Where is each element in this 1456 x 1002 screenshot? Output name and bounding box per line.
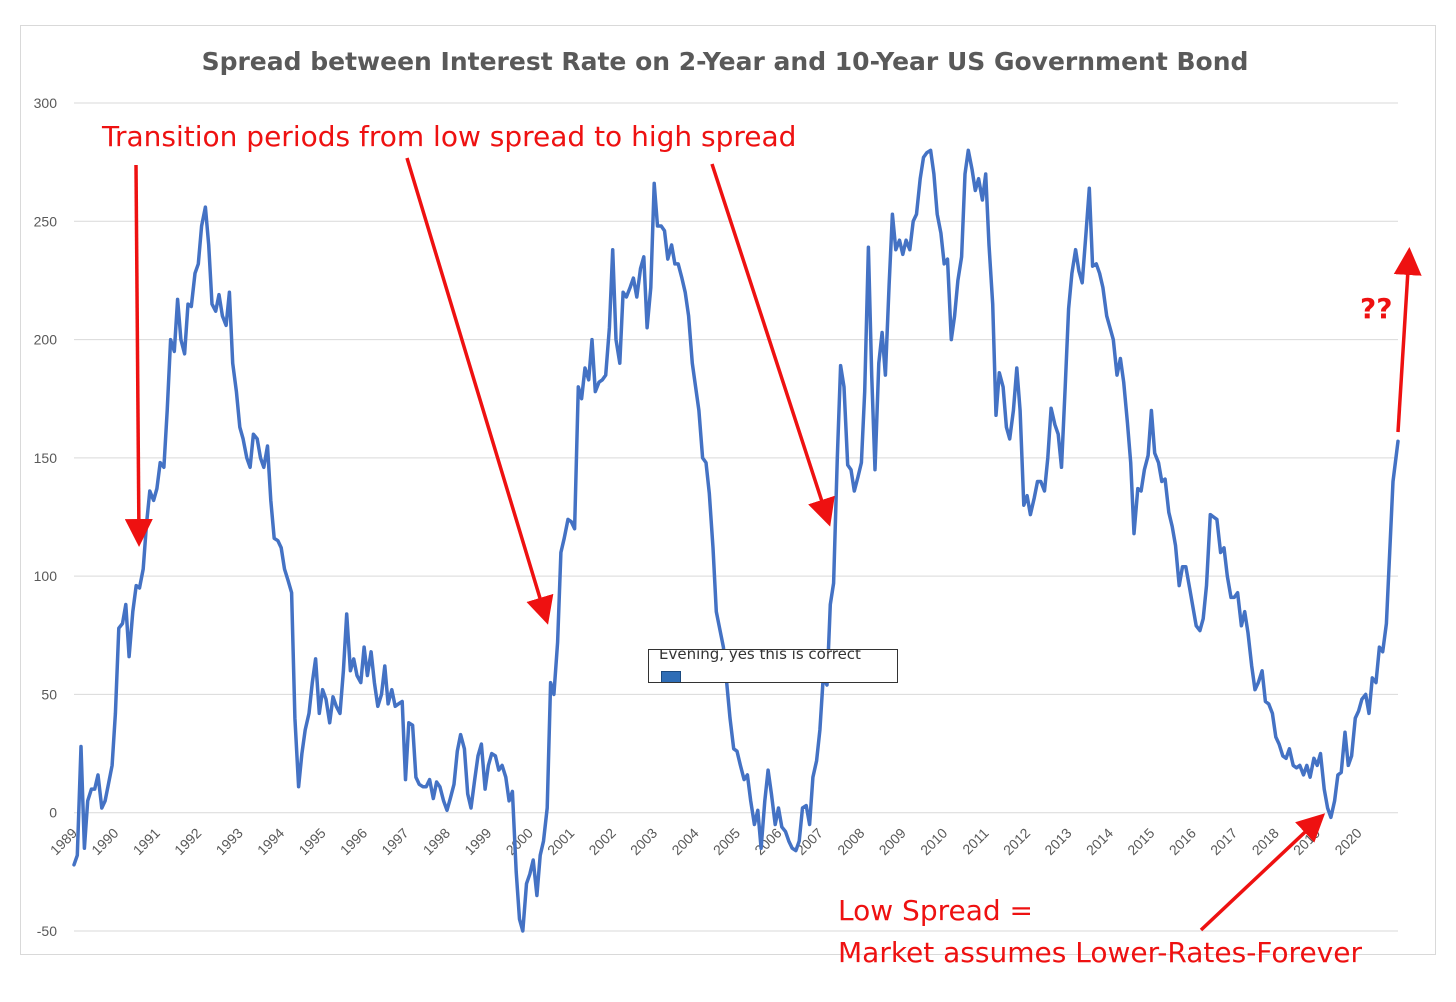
x-tick-label: 1991 <box>130 825 163 858</box>
arrow-2020 <box>1393 247 1422 433</box>
x-tick-label: 1999 <box>461 825 494 858</box>
y-tick-label: 0 <box>49 805 57 821</box>
x-tick-label: 2005 <box>710 825 743 858</box>
x-tick-label: 1996 <box>337 825 370 858</box>
x-tick-label: 2012 <box>1000 825 1033 858</box>
x-tick-label: 1997 <box>378 825 411 858</box>
x-tick-label: 2020 <box>1331 825 1364 858</box>
annotation-low-spread-line2: Market assumes Lower-Rates-Forever <box>838 936 1362 969</box>
tooltip-color-swatch-icon <box>661 671 681 682</box>
x-axis-ticks: 1989 1990 1991 1992 1993 1994 1995 1996 1997 1998… <box>47 825 1365 858</box>
y-tick-label: -50 <box>37 923 57 939</box>
x-tick-label: 2000 <box>503 825 536 858</box>
y-tick-label: 200 <box>34 332 58 348</box>
x-tick-label: 1989 <box>47 825 80 858</box>
y-tick-label: 50 <box>41 686 57 702</box>
series-line <box>72 148 1400 933</box>
arrow-2007 <box>710 163 835 527</box>
annotation-question: ?? <box>1360 292 1392 325</box>
arrow-2019 <box>1199 813 1326 932</box>
x-tick-label: 2006 <box>751 825 784 858</box>
x-tick-label: 2001 <box>544 825 577 858</box>
x-tick-label: 1994 <box>254 825 287 858</box>
tooltip-popup: Evening, yes this is correct <box>648 649 898 683</box>
x-tick-label: 2018 <box>1249 825 1282 858</box>
tooltip-text: Evening, yes this is correct <box>659 649 861 663</box>
x-tick-label: 2013 <box>1041 825 1074 858</box>
x-tick-label: 2003 <box>627 825 660 858</box>
y-tick-label: 150 <box>34 450 58 466</box>
x-tick-label: 2017 <box>1207 825 1240 858</box>
y-tick-label: 250 <box>34 213 58 229</box>
x-tick-label: 2010 <box>917 825 950 858</box>
x-tick-label: 1992 <box>171 825 204 858</box>
y-tick-label: 300 <box>34 95 58 111</box>
arrow-1990 <box>124 164 153 547</box>
chart-title: Spread between Interest Rate on 2-Year a… <box>202 47 1249 76</box>
x-tick-label: 1990 <box>88 825 121 858</box>
annotation-transition: Transition periods from low spread to hi… <box>101 120 796 153</box>
y-tick-label: 100 <box>34 568 58 584</box>
x-tick-label: 2004 <box>668 825 701 858</box>
x-tick-label: 2008 <box>834 825 867 858</box>
y-axis-ticks: 300 250 200 150 100 50 0 -50 <box>34 95 58 939</box>
arrow-2000 <box>405 157 554 625</box>
annotation-low-spread-line1: Low Spread = <box>838 894 1033 927</box>
x-tick-label: 2014 <box>1083 825 1116 858</box>
x-tick-label: 1995 <box>295 825 328 858</box>
x-tick-label: 1993 <box>213 825 246 858</box>
x-tick-label: 2009 <box>876 825 909 858</box>
chart-frame <box>20 25 1436 955</box>
x-tick-label: 2015 <box>1124 825 1157 858</box>
x-tick-label: 2002 <box>585 825 618 858</box>
x-tick-label: 2011 <box>959 825 992 858</box>
x-tick-label: 1998 <box>420 825 453 858</box>
x-tick-label: 2016 <box>1166 825 1199 858</box>
